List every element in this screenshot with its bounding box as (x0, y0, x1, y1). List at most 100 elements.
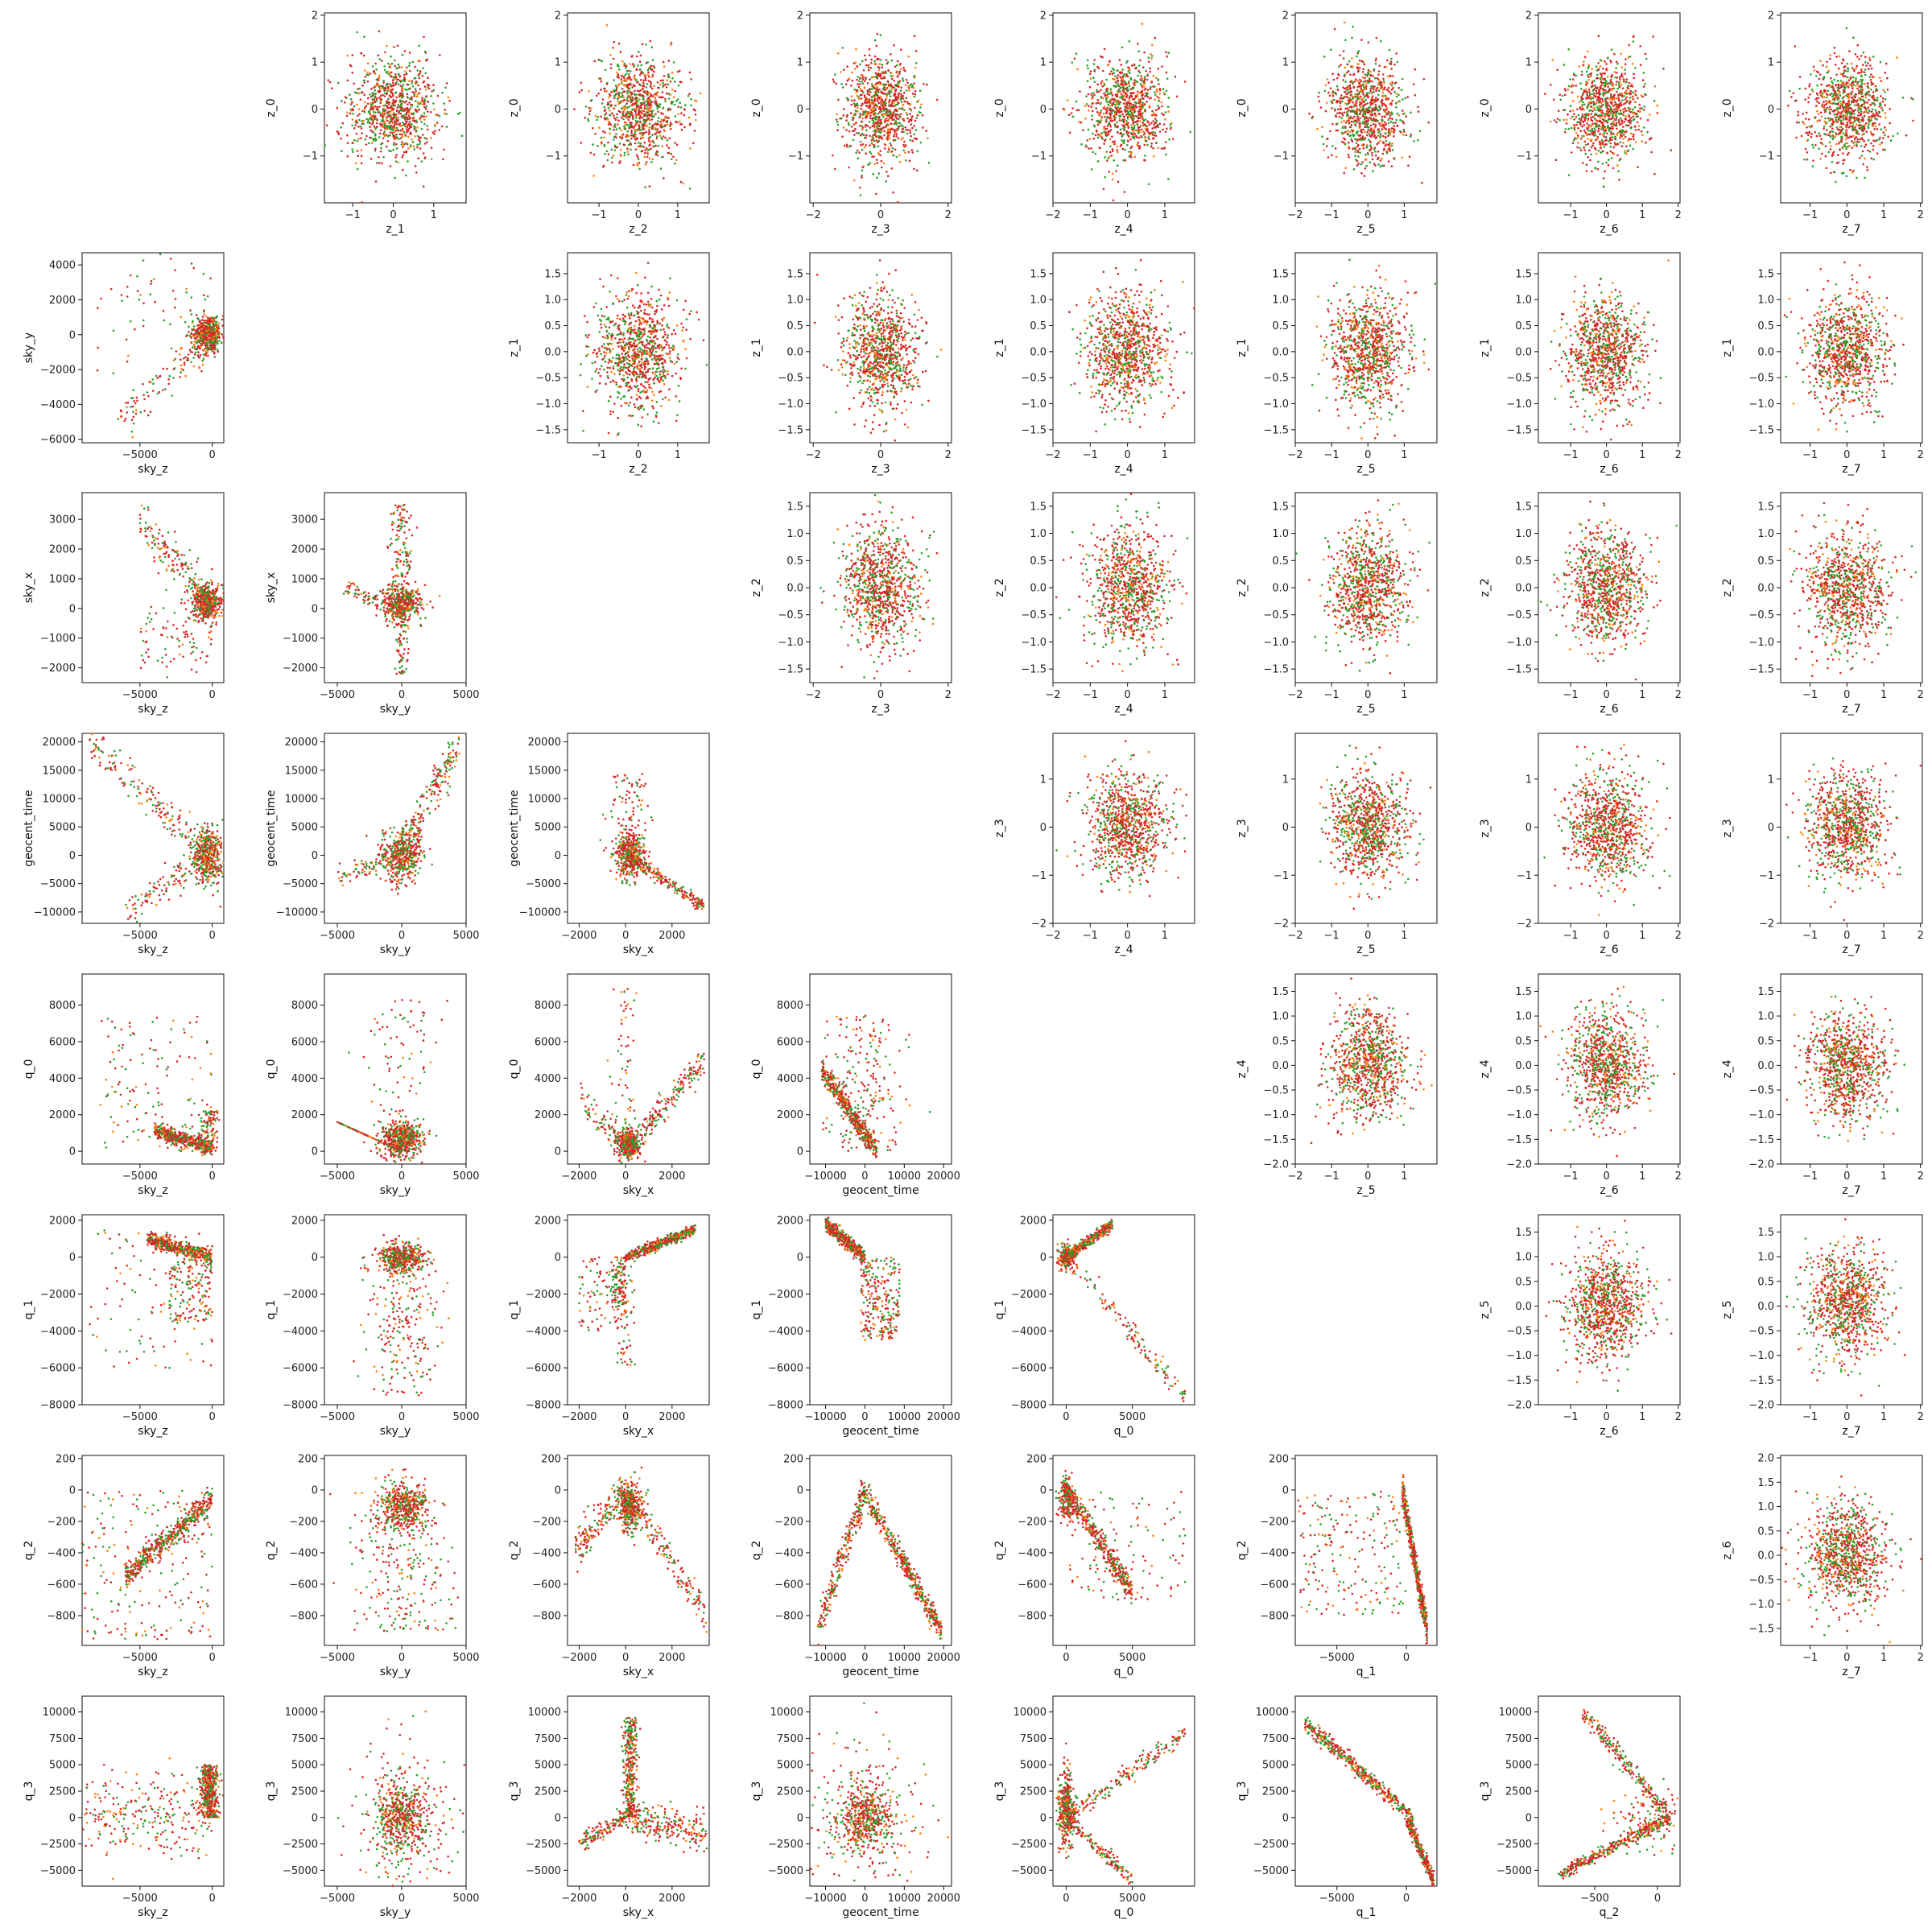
data-point (1093, 59, 1096, 61)
data-point (414, 76, 417, 80)
data-point (879, 120, 882, 123)
data-point (1138, 117, 1141, 119)
data-point (896, 118, 898, 120)
data-point (1088, 147, 1090, 150)
data-point (1373, 123, 1375, 126)
data-point (1371, 129, 1374, 131)
y-tick-label: 0 (797, 104, 803, 116)
data-point (394, 121, 396, 124)
data-point (676, 98, 679, 101)
data-point (1395, 118, 1397, 122)
data-point (1165, 89, 1168, 93)
data-point (1138, 109, 1141, 111)
data-point (669, 127, 672, 130)
data-point (1361, 71, 1364, 73)
data-point (893, 79, 896, 82)
data-point (1324, 84, 1327, 86)
data-point (615, 86, 618, 89)
data-point (1371, 102, 1374, 105)
data-point (865, 76, 867, 79)
data-point (1362, 80, 1365, 84)
data-point (909, 107, 911, 110)
data-point (376, 105, 378, 109)
data-point (661, 91, 664, 93)
data-point (1136, 120, 1138, 122)
data-point (361, 119, 363, 122)
data-point (926, 83, 928, 86)
data-point (640, 64, 642, 67)
data-point (1390, 127, 1393, 130)
data-point (871, 135, 873, 138)
data-point (1362, 110, 1365, 114)
data-point (1096, 101, 1100, 104)
data-point (386, 97, 390, 101)
data-point (650, 103, 652, 105)
data-point (911, 93, 914, 95)
data-point (877, 116, 881, 118)
data-point (649, 106, 652, 109)
data-point (1116, 149, 1118, 151)
data-point (600, 89, 602, 91)
data-point (868, 93, 871, 97)
data-point (369, 129, 372, 132)
data-point (1146, 93, 1149, 96)
data-point (1363, 63, 1366, 66)
data-point (901, 128, 904, 130)
data-point (1616, 90, 1618, 93)
data-point (365, 73, 369, 76)
data-point (378, 136, 381, 138)
data-point (644, 76, 647, 80)
data-point (881, 122, 883, 125)
data-point (397, 64, 400, 66)
data-point (873, 139, 876, 142)
data-point (427, 87, 431, 90)
data-point (630, 134, 633, 137)
data-point (363, 81, 365, 84)
data-point (1630, 83, 1633, 86)
data-point (676, 70, 679, 73)
data-point (380, 125, 382, 127)
data-point (1136, 106, 1138, 109)
data-point (1108, 117, 1112, 119)
data-point (1097, 121, 1100, 124)
data-point (1137, 74, 1139, 77)
data-point (1359, 101, 1361, 103)
data-point (361, 85, 364, 87)
data-point (1336, 112, 1339, 115)
data-point (894, 93, 897, 95)
data-point (1387, 160, 1390, 163)
data-point (382, 126, 384, 129)
data-point (1120, 131, 1122, 134)
scatter-panel-z_0-vs-z_1: −1 0 1 −1 0 1 2 z_1 z_0 (244, 10, 474, 243)
data-point (1369, 141, 1372, 143)
data-point (374, 93, 377, 95)
data-point (411, 112, 413, 115)
data-point (1373, 135, 1376, 138)
data-point (870, 96, 873, 98)
data-point (1580, 138, 1583, 140)
data-point (648, 126, 650, 129)
data-point (1340, 107, 1342, 110)
data-point (392, 81, 394, 85)
data-point (882, 89, 886, 91)
data-point (1126, 117, 1129, 120)
data-point (651, 59, 654, 61)
data-point (1348, 156, 1351, 159)
data-point (373, 118, 376, 121)
data-point (869, 114, 872, 118)
data-point (890, 116, 893, 119)
data-point (622, 105, 625, 109)
data-point (634, 93, 636, 96)
data-point (669, 80, 672, 83)
data-point (1076, 68, 1079, 71)
data-point (667, 147, 671, 149)
data-point (1331, 107, 1333, 109)
data-point (389, 66, 391, 68)
data-point (861, 148, 864, 151)
data-point (630, 91, 634, 94)
x-tick-label: 0 (390, 209, 396, 221)
data-point (1619, 141, 1621, 144)
data-point (1389, 93, 1393, 95)
data-point (667, 93, 671, 95)
